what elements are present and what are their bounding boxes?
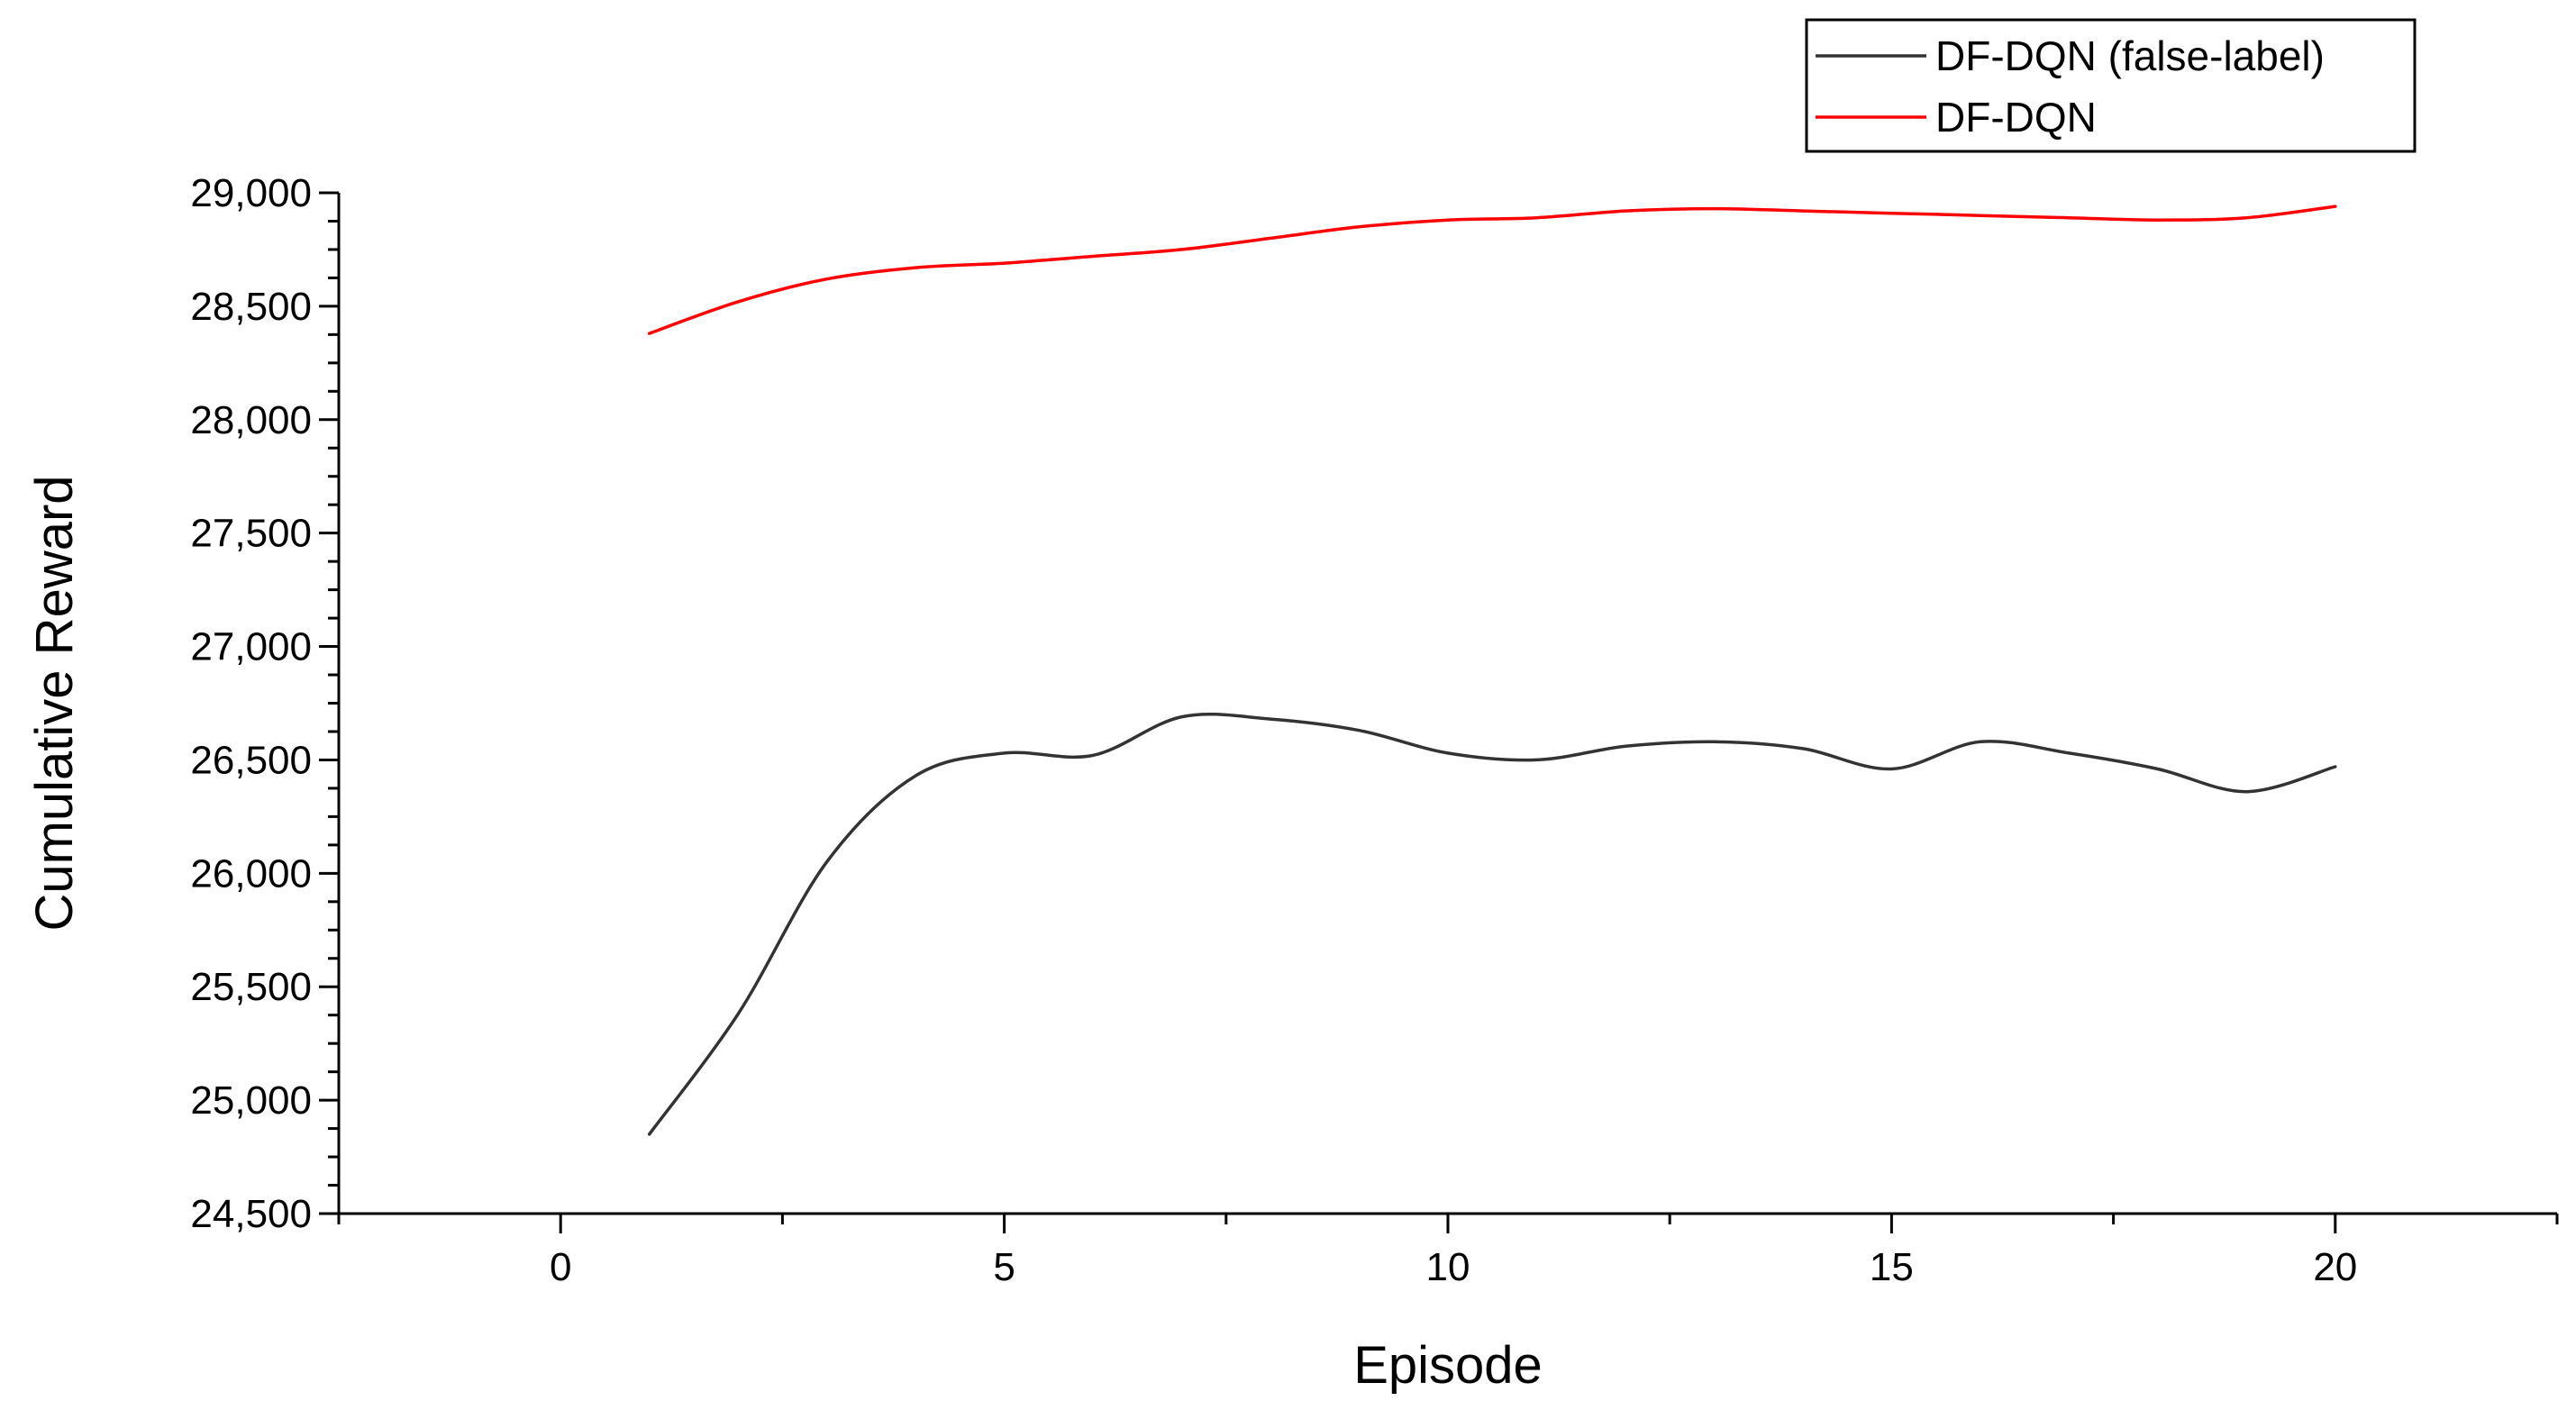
series-layer — [647, 205, 2337, 1136]
series-line-1 — [647, 205, 2337, 335]
y-tick-label: 25,500 — [190, 965, 312, 1009]
y-tick-label: 28,500 — [190, 285, 312, 329]
y-axis-title: Cumulative Reward — [25, 475, 84, 931]
legend-box — [1805, 18, 2417, 153]
x-tick-label: 0 — [550, 1245, 571, 1289]
y-tick-label: 29,000 — [190, 171, 312, 215]
legend: DF-DQN (false-label) DF-DQN — [1805, 18, 2417, 153]
x-tick-label: 10 — [1426, 1245, 1470, 1289]
legend-label-1: DF-DQN — [1935, 94, 2097, 141]
y-tick-label: 28,000 — [190, 398, 312, 442]
y-tick-label: 24,500 — [190, 1192, 312, 1236]
y-tick-label: 26,500 — [190, 738, 312, 782]
y-tick-label: 26,000 — [190, 851, 312, 896]
axes: 24,500 25,000 25,500 26,000 26,500 27,000 27,5… — [190, 171, 2559, 1289]
x-tick-label: 5 — [993, 1245, 1015, 1289]
x-tick-label: 20 — [2313, 1245, 2357, 1289]
series-line-0 — [647, 712, 2337, 1136]
y-tick-label: 27,000 — [190, 625, 312, 669]
y-tick-label: 27,500 — [190, 512, 312, 556]
x-axis-title: Episode — [1353, 1336, 1543, 1395]
legend-label-0: DF-DQN (false-label) — [1935, 32, 2325, 79]
x-tick-label: 15 — [1870, 1245, 1914, 1289]
y-tick-label: 25,000 — [190, 1078, 312, 1123]
